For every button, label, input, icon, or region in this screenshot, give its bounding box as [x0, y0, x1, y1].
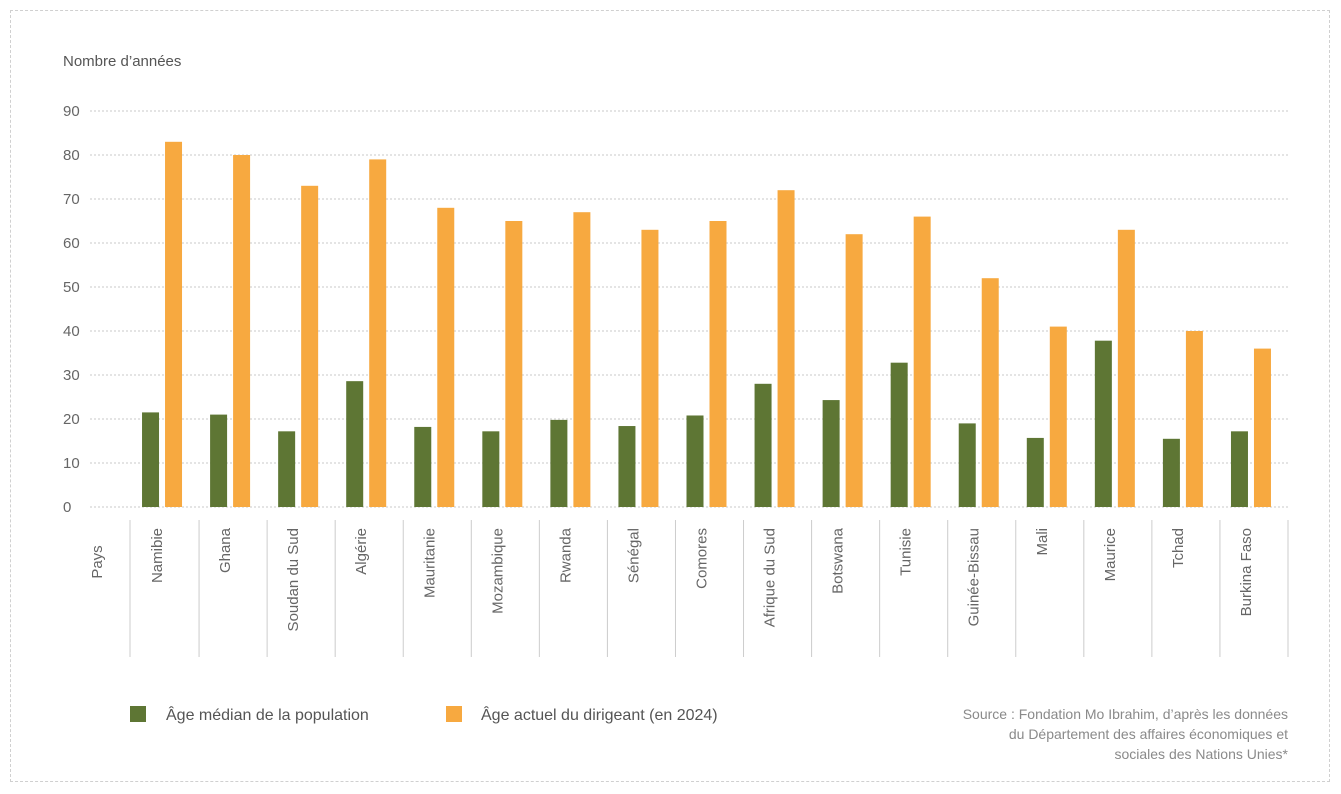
y-tick-label: 30	[63, 367, 80, 384]
x-tick-label: Tchad	[1170, 528, 1187, 568]
y-tick-label: 40	[63, 323, 80, 340]
y-tick-label: 90	[63, 103, 80, 120]
y-tick-label: 80	[63, 147, 80, 164]
bar-leader-age	[233, 155, 251, 507]
x-tick-label: Mali	[1034, 528, 1051, 556]
chart-frame	[10, 10, 1330, 782]
x-tick-label: Tunisie	[898, 528, 915, 576]
y-tick-label: 50	[63, 279, 80, 296]
bar-median-age	[890, 362, 908, 507]
bar-leader-age	[641, 229, 659, 508]
bar-median-age	[210, 414, 228, 507]
x-tick-label: Namibie	[149, 528, 166, 583]
x-tick-label: Ghana	[217, 527, 234, 573]
x-axis: Namibie Ghana Soudan du Sud Algérie Mauritan…	[129, 520, 1289, 657]
x-tick-label: Soudan du Sud	[285, 528, 302, 631]
bar-leader-age	[1117, 229, 1135, 508]
bar-leader-age	[981, 278, 999, 507]
legend-swatch-leader-age	[446, 706, 462, 722]
bar-leader-age	[1049, 326, 1067, 507]
bar-median-age	[414, 426, 432, 507]
x-tick-label: Sénégal	[625, 528, 642, 583]
x-tick-label: Burkina Faso	[1238, 528, 1255, 616]
bar-leader-age	[301, 185, 319, 508]
bar-median-age	[686, 415, 704, 507]
x-tick-label: Mauritanie	[421, 528, 438, 598]
bar-leader-age	[1185, 331, 1203, 507]
bar-leader-age	[437, 207, 455, 508]
bar-leader-age	[913, 216, 931, 507]
x-tick-label: Mozambique	[489, 528, 506, 614]
bar-leader-age	[709, 221, 727, 507]
source-line-3: sociales des Nations Unies*	[1114, 746, 1288, 762]
y-tick-label: 60	[63, 235, 80, 252]
bar-median-age	[1094, 340, 1112, 507]
bar-leader-age	[165, 141, 183, 508]
bar-median-age	[278, 431, 296, 507]
x-tick-label: Algérie	[353, 528, 370, 575]
x-tick-label: Guinée-Bissau	[966, 528, 983, 626]
bar-median-age	[1026, 437, 1044, 507]
source-line-2: du Département des affaires économiques …	[1009, 726, 1288, 742]
bars	[142, 141, 1271, 508]
bar-median-age	[618, 426, 636, 507]
x-tick-label: Afrique du Sud	[762, 528, 779, 627]
bar-median-age	[1162, 438, 1180, 507]
x-tick-label: Rwanda	[557, 527, 574, 583]
y-ticks: 0 10 20 30 40 50 60 70 80 90	[63, 103, 80, 516]
x-axis-title: Pays	[89, 545, 106, 578]
bar-leader-age	[369, 159, 387, 507]
source-note: Source : Fondation Mo Ibrahim, d’après l…	[963, 706, 1289, 762]
gridlines	[90, 110, 1290, 508]
bar-leader-age	[573, 212, 591, 507]
legend-label-median-age: Âge médian de la population	[166, 705, 369, 724]
bar-median-age	[482, 431, 500, 507]
bar-median-age	[142, 412, 160, 507]
bar-leader-age	[777, 190, 795, 507]
y-tick-label: 20	[63, 411, 80, 428]
legend: Âge médian de la population Âge actuel d…	[130, 705, 718, 724]
y-tick-label: 10	[63, 455, 80, 472]
legend-swatch-median-age	[130, 706, 146, 722]
bar-median-age	[822, 400, 840, 507]
y-tick-label: 0	[63, 499, 71, 516]
legend-label-leader-age: Âge actuel du dirigeant (en 2024)	[481, 705, 718, 724]
bar-median-age	[346, 381, 364, 507]
y-tick-label: 70	[63, 191, 80, 208]
bar-leader-age	[1253, 348, 1271, 507]
y-axis-title: Nombre d’années	[63, 53, 181, 70]
x-tick-label: Maurice	[1102, 528, 1119, 581]
x-tick-label: Comores	[694, 528, 711, 589]
source-line-1: Source : Fondation Mo Ibrahim, d’après l…	[963, 706, 1288, 722]
bar-median-age	[1230, 431, 1248, 507]
bar-leader-age	[505, 221, 523, 507]
bar-median-age	[754, 383, 772, 507]
x-tick-label: Botswana	[830, 527, 847, 594]
bar-leader-age	[845, 234, 863, 507]
bar-median-age	[958, 423, 976, 507]
bar-median-age	[550, 419, 568, 507]
